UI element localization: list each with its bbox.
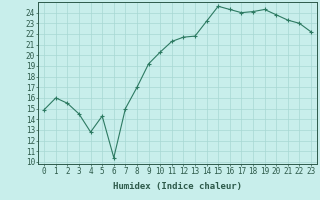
X-axis label: Humidex (Indice chaleur): Humidex (Indice chaleur)	[113, 182, 242, 191]
